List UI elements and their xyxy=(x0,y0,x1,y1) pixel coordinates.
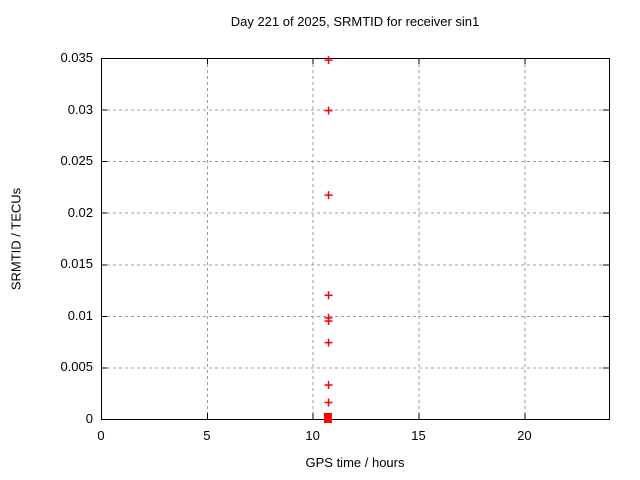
chart-title: Day 221 of 2025, SRMTID for receiver sin… xyxy=(230,14,480,29)
x-tick-label: 5 xyxy=(203,428,211,443)
data-point-cluster xyxy=(323,412,332,423)
data-point-plus xyxy=(324,56,333,65)
y-tick-label: 0.03 xyxy=(67,101,93,117)
y-tick-label: 0.035 xyxy=(60,50,93,65)
x-tick-label: 20 xyxy=(517,428,532,443)
x-tick-label: 15 xyxy=(411,428,426,443)
data-point-plus xyxy=(324,317,333,326)
data-point-plus xyxy=(324,380,333,389)
y-tick-label: 0.025 xyxy=(60,153,93,169)
data-point-plus xyxy=(324,338,333,347)
y-tick-label: 0.02 xyxy=(67,204,93,220)
y-tick-label: 0.015 xyxy=(60,256,93,272)
x-tick-label: 10 xyxy=(305,428,320,443)
plot-border xyxy=(101,58,610,420)
data-point-plus xyxy=(324,106,333,115)
y-tick-label: 0 xyxy=(85,411,93,426)
y-axis-label: SRMTID / TECUs xyxy=(8,187,24,291)
data-point-plus xyxy=(324,191,333,200)
y-tick-label: 0.005 xyxy=(60,359,93,375)
data-point-plus xyxy=(324,291,333,300)
x-tick-label: 0 xyxy=(97,428,105,443)
y-tick-label: 0.01 xyxy=(67,307,93,323)
x-axis-label: GPS time / hours xyxy=(305,455,405,470)
data-point-plus xyxy=(324,398,333,407)
